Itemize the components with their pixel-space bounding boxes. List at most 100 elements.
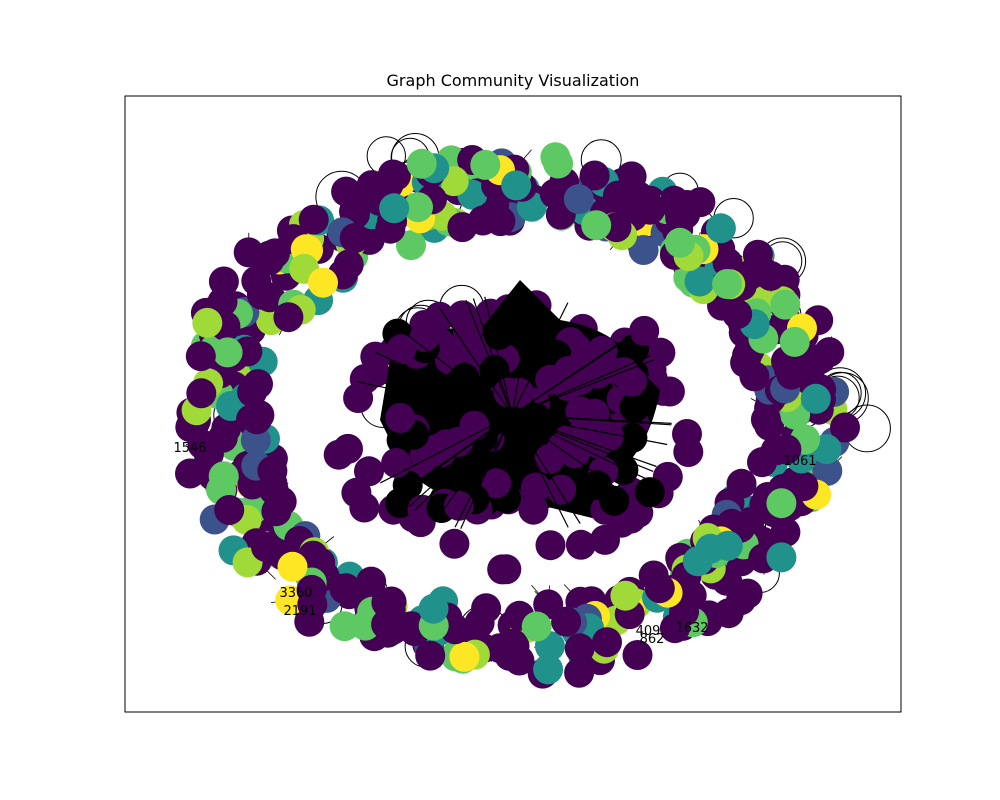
node-label: 2191	[283, 604, 316, 619]
node-label: 1061	[783, 454, 816, 469]
graph-node	[732, 578, 763, 609]
graph-node	[579, 160, 610, 191]
graph-node	[608, 357, 639, 388]
graph-node	[385, 403, 416, 433]
graph-node	[628, 235, 659, 265]
graph-node	[371, 609, 402, 640]
graph-edge	[484, 296, 513, 416]
graph-node	[747, 447, 777, 478]
graph-node	[788, 471, 819, 502]
graph-node	[619, 392, 650, 423]
graph-node	[565, 396, 596, 427]
graph-edge	[511, 414, 657, 468]
graph-node	[713, 598, 744, 629]
graph-edge	[454, 414, 513, 528]
graph-node	[481, 468, 512, 499]
graph-node	[695, 533, 726, 564]
graph-node	[684, 266, 715, 297]
graph-node	[406, 148, 437, 179]
graph-node	[380, 160, 411, 191]
plot-frame	[124, 95, 902, 713]
graph-edge	[394, 414, 513, 498]
graph-node	[546, 474, 577, 505]
node-label: 1546	[173, 441, 206, 456]
graph-node	[521, 611, 552, 642]
graph-edge	[511, 414, 672, 424]
graph-node	[298, 204, 329, 235]
graph-node	[770, 289, 801, 320]
graph-node	[800, 383, 831, 414]
graph-edge	[511, 414, 569, 528]
graph-node	[565, 365, 596, 395]
graph-node	[297, 589, 328, 620]
graph-node	[634, 477, 665, 508]
graph-edge	[465, 299, 513, 416]
graph-node	[186, 378, 217, 409]
graph-node	[830, 412, 860, 443]
graph-node	[409, 321, 440, 352]
graph-node	[439, 528, 470, 559]
graph-node	[564, 657, 595, 688]
graph-node	[814, 337, 845, 368]
graph-node	[381, 448, 412, 478]
graph-edge	[511, 335, 633, 416]
graph-node	[534, 444, 565, 474]
graph-node	[726, 468, 757, 499]
graph-edge	[375, 351, 513, 416]
graph-node	[254, 240, 285, 271]
graph-node	[333, 249, 364, 280]
graph-node	[470, 149, 501, 180]
graph-edge	[511, 414, 648, 480]
graph-node	[771, 434, 802, 465]
graph-node	[535, 364, 566, 395]
graph-node	[277, 551, 308, 582]
graph-node	[629, 315, 660, 346]
graph-edge	[511, 414, 630, 498]
graph-node	[712, 269, 743, 299]
graph-edge	[511, 354, 652, 416]
graph-node	[477, 200, 508, 231]
graph-node	[449, 362, 480, 393]
graph-node	[520, 472, 551, 503]
graph-node	[212, 337, 243, 368]
graph-edge	[511, 302, 569, 416]
graph-node	[207, 286, 238, 317]
graph-node	[518, 494, 549, 525]
graph-node	[343, 383, 374, 413]
graph-node	[739, 361, 770, 392]
figure-title: Graph Community Visualization	[386, 71, 640, 90]
graph-node	[273, 302, 304, 333]
node-label: 1632	[675, 621, 708, 636]
node-label: 409	[636, 624, 661, 639]
graph-node	[644, 573, 675, 604]
node-label: 3360	[279, 586, 312, 601]
graph-node	[766, 542, 797, 573]
graph-edge	[511, 414, 654, 472]
graph-node	[563, 184, 594, 215]
graph-node	[214, 495, 245, 525]
graph-node	[243, 369, 273, 400]
graph-node	[779, 326, 810, 357]
graph-node	[371, 587, 402, 618]
graph-node	[722, 299, 753, 330]
graph-node	[403, 192, 433, 223]
graph-node	[356, 566, 387, 597]
graph-edge	[511, 414, 581, 524]
graph-edge	[439, 307, 513, 416]
graph-node	[449, 641, 480, 672]
graph-node	[187, 429, 218, 460]
graph-node	[394, 380, 425, 410]
graph-node	[491, 554, 522, 585]
graph-node	[592, 627, 622, 658]
graph-node	[257, 455, 288, 486]
graph-node	[623, 181, 654, 212]
graph-node	[610, 580, 641, 611]
graph-edge	[472, 298, 513, 416]
graph-node	[415, 640, 446, 671]
graph-node	[543, 148, 574, 179]
graph-node	[564, 633, 595, 664]
graph-node	[339, 223, 370, 254]
graph-edge	[358, 381, 513, 416]
graph-node	[560, 438, 591, 469]
